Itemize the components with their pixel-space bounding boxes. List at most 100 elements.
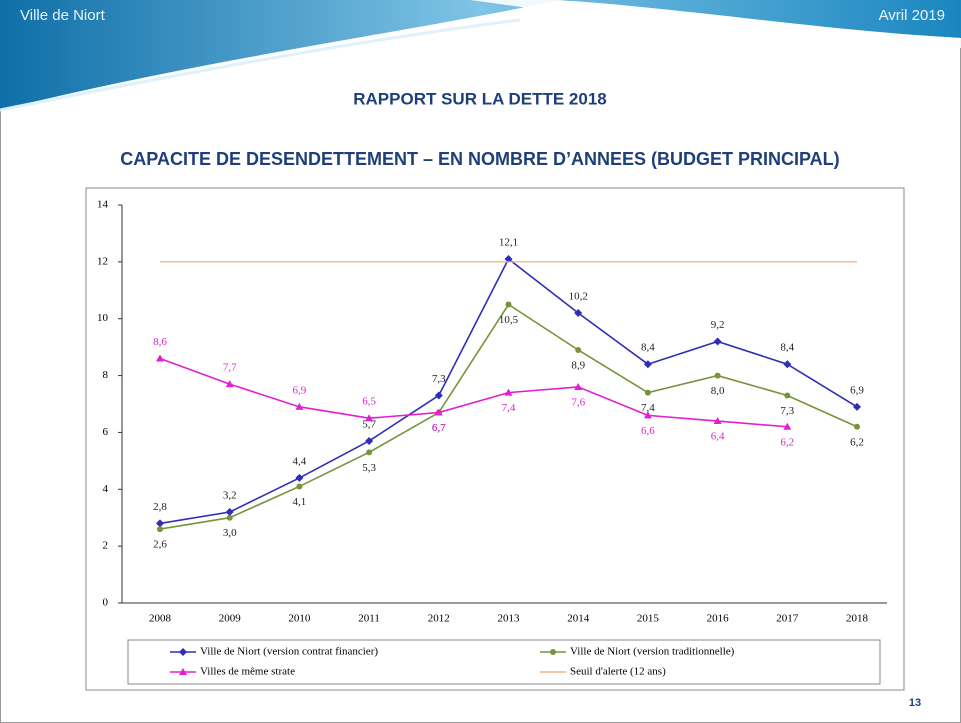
x-tick-label: 2014 xyxy=(567,613,590,625)
legend-marker xyxy=(179,648,187,656)
marker xyxy=(226,514,233,521)
y-tick-label: 4 xyxy=(103,483,109,495)
chart-frame xyxy=(85,187,905,691)
header-right: Avril 2019 xyxy=(879,7,945,24)
data-label: 6,7 xyxy=(432,422,446,434)
x-tick-label: 2012 xyxy=(428,613,450,625)
data-label: 5,7 xyxy=(362,418,376,430)
marker xyxy=(295,402,304,410)
y-tick-label: 2 xyxy=(103,540,109,552)
marker xyxy=(504,388,513,396)
data-label: 7,7 xyxy=(223,362,237,374)
marker xyxy=(365,414,374,422)
data-label: 8,0 xyxy=(711,385,725,397)
marker xyxy=(643,360,652,369)
marker xyxy=(574,382,583,390)
page-number: 13 xyxy=(909,697,921,709)
header-left: Ville de Niort xyxy=(20,7,106,24)
data-label: 6,2 xyxy=(850,436,864,448)
marker xyxy=(225,380,234,388)
marker xyxy=(714,372,721,379)
marker xyxy=(366,449,373,456)
marker xyxy=(713,337,722,346)
marker xyxy=(365,436,374,445)
marker xyxy=(783,360,792,369)
data-label: 6,9 xyxy=(293,384,307,396)
legend-marker xyxy=(179,668,187,675)
marker xyxy=(854,423,860,430)
data-label: 6,6 xyxy=(641,425,655,437)
header-swoosh xyxy=(0,18,521,112)
data-label: 7,4 xyxy=(641,402,655,414)
marker xyxy=(575,346,582,353)
x-tick-label: 2010 xyxy=(288,613,311,625)
data-label: 7,3 xyxy=(780,405,794,417)
x-tick-label: 2008 xyxy=(149,613,172,625)
data-label: 7,4 xyxy=(502,402,516,414)
data-label: 4,1 xyxy=(293,496,307,508)
marker xyxy=(157,526,163,533)
x-tick-label: 2016 xyxy=(707,613,730,625)
data-label: 9,2 xyxy=(711,319,725,331)
x-tick-label: 2017 xyxy=(776,613,799,625)
marker xyxy=(505,301,512,308)
data-label: 7,6 xyxy=(571,396,585,408)
x-tick-label: 2011 xyxy=(358,613,380,625)
legend-label: Villes de même strate xyxy=(200,666,295,678)
marker xyxy=(156,354,164,362)
data-label: 8,9 xyxy=(571,360,585,372)
data-label: 6,9 xyxy=(850,384,864,396)
marker xyxy=(574,309,583,318)
marker xyxy=(784,392,791,399)
y-tick-label: 14 xyxy=(97,199,109,211)
data-label: 2,8 xyxy=(153,501,167,513)
chart-title: CAPACITE DE DESENDETTEMENT – EN NOMBRE D… xyxy=(120,149,839,169)
marker xyxy=(783,422,792,430)
marker xyxy=(504,255,513,264)
marker xyxy=(644,389,651,396)
x-tick-label: 2018 xyxy=(846,613,869,625)
marker xyxy=(434,391,443,400)
legend-label: Seuil d'alerte (12 ans) xyxy=(570,666,666,678)
data-label: 3,2 xyxy=(223,490,237,502)
data-label: 10,5 xyxy=(499,314,519,326)
legend-label: Ville de Niort (version traditionnelle) xyxy=(570,646,735,658)
data-label: 8,6 xyxy=(153,336,167,348)
header-title: RAPPORT SUR LA DETTE 2018 xyxy=(353,89,606,108)
data-label: 6,7 xyxy=(432,422,446,434)
data-label: 8,4 xyxy=(780,342,794,354)
marker xyxy=(853,402,861,411)
legend-label: Ville de Niort (version contrat financie… xyxy=(200,646,378,658)
y-tick-label: 8 xyxy=(103,369,109,381)
x-tick-label: 2013 xyxy=(498,613,521,625)
marker xyxy=(713,417,722,425)
y-tick-label: 6 xyxy=(103,426,109,438)
header-wave-light xyxy=(470,0,961,48)
data-label: 10,2 xyxy=(569,291,588,303)
data-label: 6,5 xyxy=(362,396,376,408)
x-tick-label: 2009 xyxy=(219,613,242,625)
data-label: 5,3 xyxy=(362,462,376,474)
header-wave xyxy=(0,0,961,110)
marker xyxy=(434,408,443,416)
data-label: 8,4 xyxy=(641,342,655,354)
data-label: 2,6 xyxy=(153,539,167,551)
y-tick-label: 10 xyxy=(97,312,109,324)
data-label: 4,4 xyxy=(293,455,307,467)
marker xyxy=(643,411,652,419)
data-label: 7,3 xyxy=(432,373,446,385)
y-tick-label: 0 xyxy=(103,597,109,609)
marker xyxy=(296,483,303,490)
marker xyxy=(225,508,234,517)
data-label: 6,2 xyxy=(780,436,794,448)
series-line xyxy=(159,357,788,428)
data-label: 3,0 xyxy=(223,527,237,539)
data-label: 6,4 xyxy=(711,431,725,443)
y-tick-label: 12 xyxy=(97,255,108,267)
data-label: 12,1 xyxy=(499,237,518,249)
legend-marker xyxy=(550,649,556,655)
marker xyxy=(156,519,164,528)
marker xyxy=(295,473,304,482)
